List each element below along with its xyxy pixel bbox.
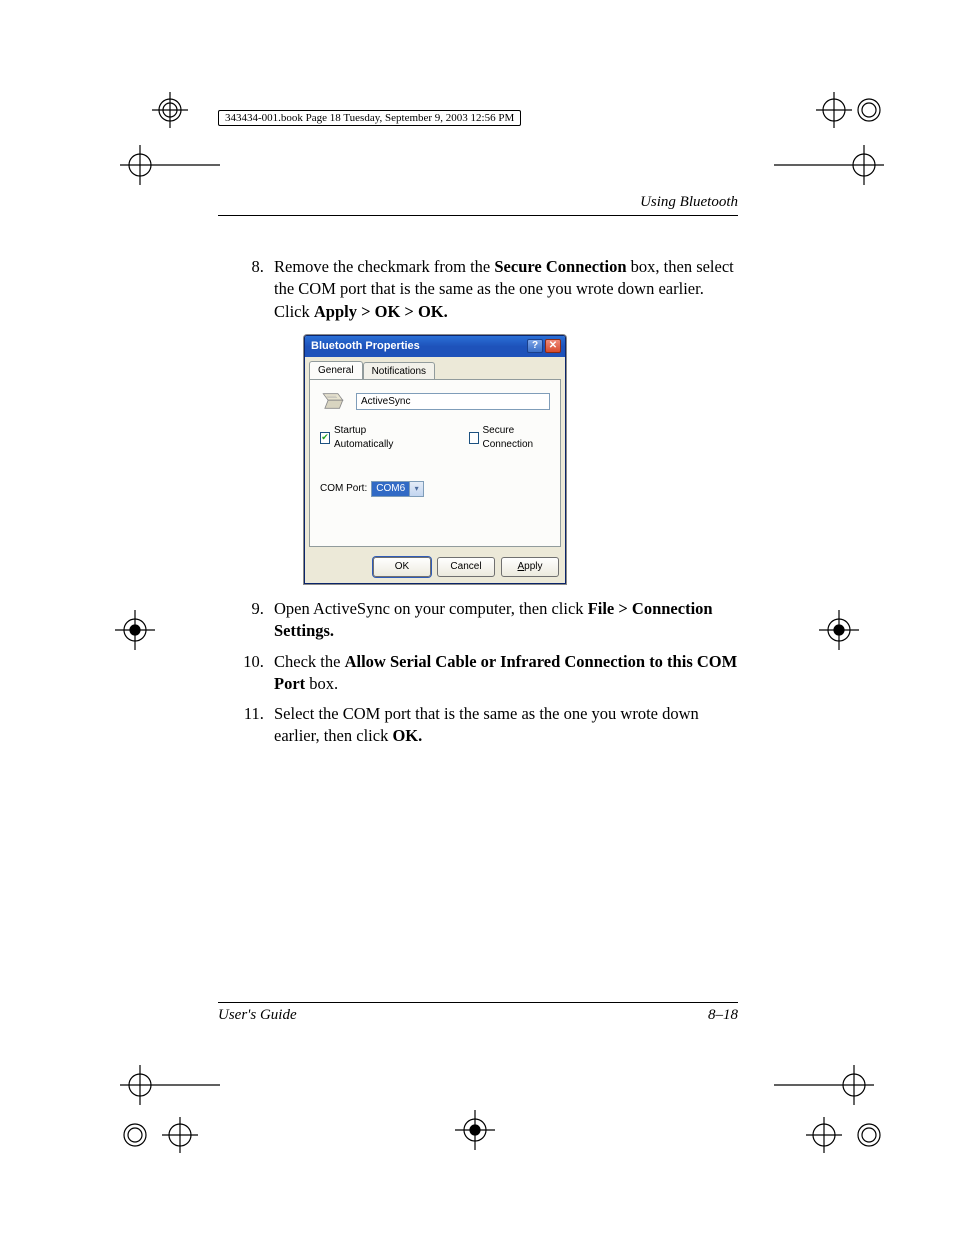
tab-panel-general: ✔ Startup Automatically Secure Connectio… — [309, 379, 561, 547]
step-list: Remove the checkmark from the Secure Con… — [268, 256, 738, 748]
crop-mark-top-left — [100, 80, 220, 200]
crop-mark-mid-left — [100, 595, 170, 665]
ok-button[interactable]: OK — [373, 557, 431, 577]
dialog-button-row: OK Cancel Apply — [305, 551, 565, 583]
com-port-value: COM6 — [372, 482, 409, 496]
dialog-titlebar: Bluetooth Properties ? ✕ — [305, 336, 565, 357]
checkbox-unchecked-icon — [469, 432, 479, 444]
step-8: Remove the checkmark from the Secure Con… — [268, 256, 738, 584]
secure-connection-checkbox[interactable]: Secure Connection — [469, 424, 550, 451]
step-9-text-a: Open ActiveSync on your computer, then c… — [274, 599, 588, 618]
secure-label: Secure Connection — [483, 424, 550, 451]
running-head: Using Bluetooth — [218, 194, 738, 215]
step-8-bold-1: Secure Connection — [494, 257, 626, 276]
tab-notifications[interactable]: Notifications — [363, 362, 435, 381]
footer-right: 8–18 — [708, 1007, 738, 1024]
step-10: Check the Allow Serial Cable or Infrared… — [268, 651, 738, 696]
crop-mark-top-right — [774, 80, 894, 200]
com-port-label: COM Port: — [320, 482, 367, 496]
footer-left: User's Guide — [218, 1007, 297, 1024]
cancel-button[interactable]: Cancel — [437, 557, 495, 577]
step-8-text-a: Remove the checkmark from the — [274, 257, 494, 276]
step-10-text-a: Check the — [274, 652, 345, 671]
crop-mark-bottom-left — [100, 1055, 220, 1175]
apply-mnemonic: A — [517, 560, 524, 574]
checkbox-checked-icon: ✔ — [320, 432, 330, 444]
step-11-text-a: Select the COM port that is the same as … — [274, 704, 699, 745]
chevron-down-icon: ▾ — [409, 482, 423, 496]
step-11-bold: OK. — [392, 726, 422, 745]
close-button[interactable]: ✕ — [545, 339, 561, 353]
step-9: Open ActiveSync on your computer, then c… — [268, 598, 738, 643]
step-8-bold-2: Apply > OK > OK. — [314, 302, 448, 321]
startup-automatically-checkbox[interactable]: ✔ Startup Automatically — [320, 424, 409, 451]
header-rule — [218, 215, 738, 216]
book-header-line: 343434-001.book Page 18 Tuesday, Septemb… — [218, 110, 521, 126]
help-icon: ? — [532, 339, 538, 353]
startup-label: Startup Automatically — [334, 424, 409, 451]
crop-mark-bottom-center — [440, 1095, 510, 1165]
com-port-dropdown[interactable]: COM6 ▾ — [371, 481, 424, 497]
service-icon — [320, 390, 346, 412]
footer-rule — [218, 1002, 738, 1003]
tab-general[interactable]: General — [309, 361, 363, 380]
bluetooth-properties-dialog: Bluetooth Properties ? ✕ General Notific… — [304, 335, 566, 584]
crop-mark-bottom-right — [774, 1055, 894, 1175]
service-name-input[interactable] — [356, 393, 550, 410]
crop-mark-mid-right — [804, 595, 874, 665]
step-11: Select the COM port that is the same as … — [268, 703, 738, 748]
apply-button[interactable]: Apply — [501, 557, 559, 577]
step-10-text-b: box. — [305, 674, 338, 693]
dialog-title: Bluetooth Properties — [311, 339, 420, 354]
close-icon: ✕ — [549, 339, 557, 353]
page-content: Using Bluetooth Remove the checkmark fro… — [218, 194, 738, 1024]
help-button[interactable]: ? — [527, 339, 543, 353]
tabstrip: General Notifications — [305, 357, 565, 380]
page-footer: User's Guide 8–18 — [218, 1002, 738, 1024]
